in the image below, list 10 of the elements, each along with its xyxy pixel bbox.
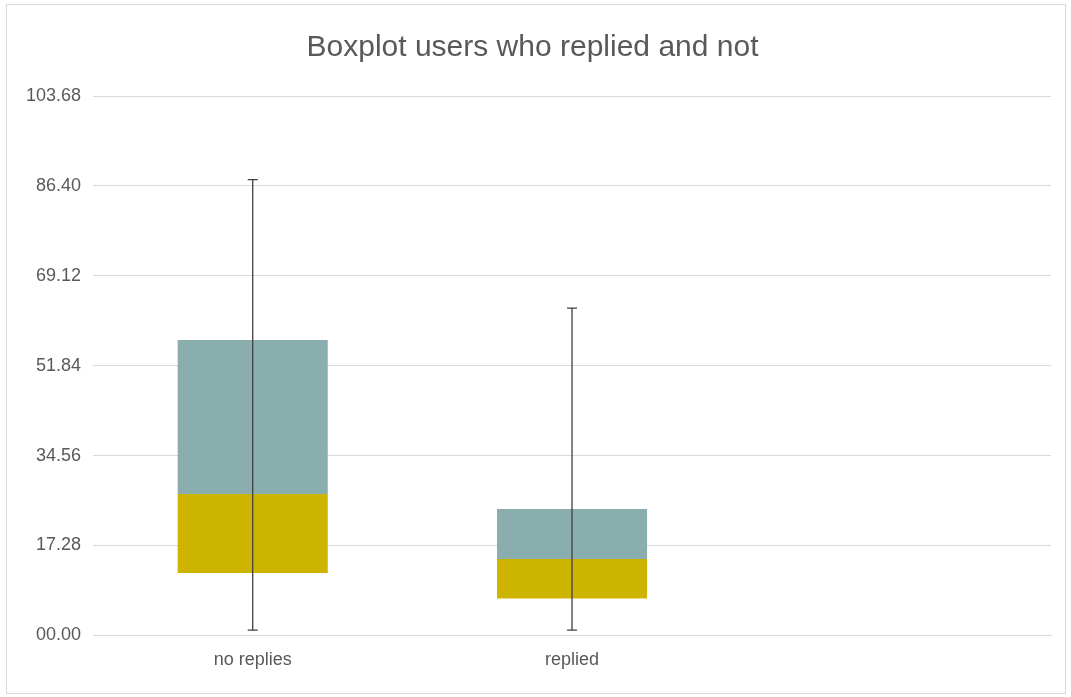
y-tick-label: 86.40 [36, 174, 82, 195]
y-tick-label: 103.68 [25, 84, 82, 105]
y-tick-label: 00.00 [36, 624, 82, 645]
chart-title: Boxplot users who replied and not [306, 29, 760, 63]
x-tick-label: no replies [213, 649, 292, 670]
x-tick-label: replied [545, 649, 600, 670]
y-tick-label: 69.12 [36, 264, 82, 285]
y-tick-label: 51.84 [36, 354, 82, 375]
y-tick-label: 17.28 [36, 534, 82, 555]
y-tick-label: 34.56 [36, 444, 82, 465]
